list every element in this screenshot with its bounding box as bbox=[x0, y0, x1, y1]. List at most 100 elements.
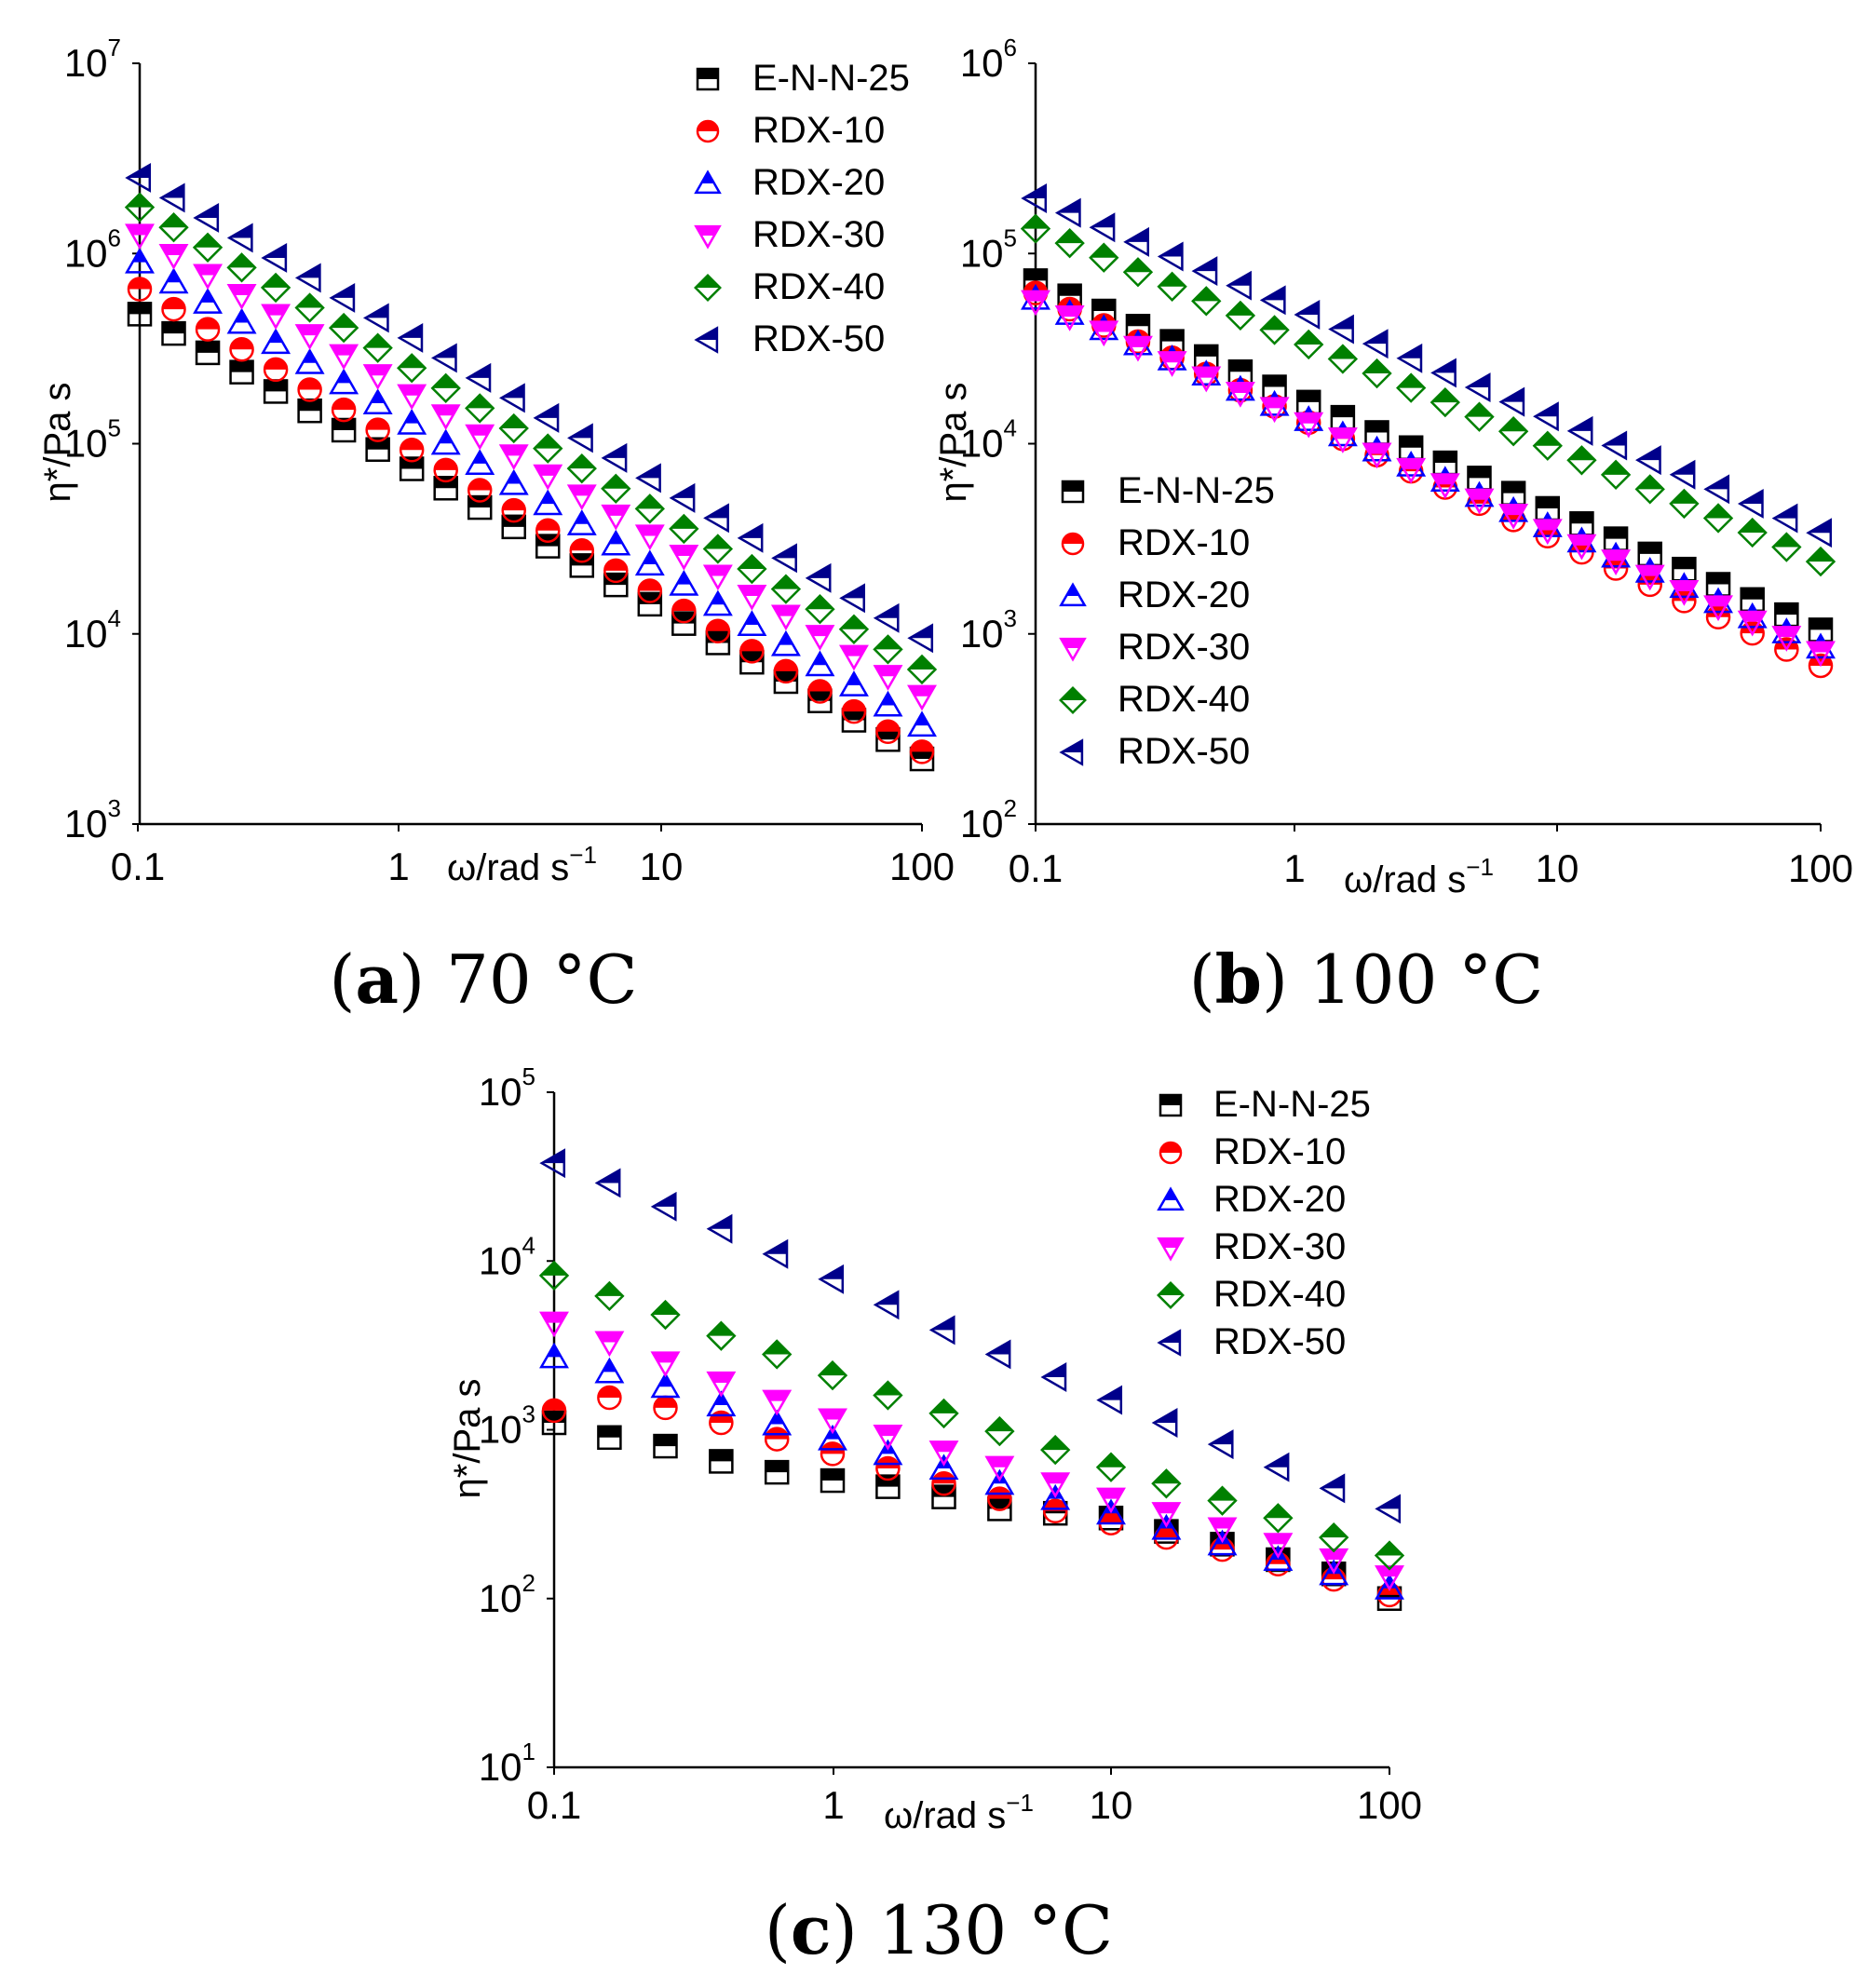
legend-marker bbox=[1157, 1281, 1185, 1309]
data-point bbox=[1702, 503, 1734, 534]
data-point bbox=[818, 1264, 845, 1294]
data-point bbox=[1362, 329, 1389, 359]
data-point bbox=[737, 610, 767, 636]
data-point bbox=[533, 402, 560, 433]
series-rdx-40 bbox=[1020, 213, 1836, 577]
y-tick-exp: 4 bbox=[108, 604, 121, 632]
data-point bbox=[195, 340, 221, 366]
data-point bbox=[161, 296, 186, 322]
data-point bbox=[805, 650, 835, 677]
data-point bbox=[263, 379, 289, 404]
legend-marker bbox=[694, 224, 722, 250]
data-point bbox=[294, 292, 325, 323]
y-tick-base: 10 bbox=[960, 422, 1004, 466]
data-point bbox=[1566, 415, 1593, 446]
data-point bbox=[762, 1409, 793, 1436]
data-point bbox=[124, 192, 156, 223]
data-point bbox=[430, 372, 461, 404]
series-e-n-n-25 bbox=[127, 302, 935, 772]
data-point bbox=[1672, 588, 1697, 614]
data-point bbox=[1207, 1485, 1238, 1516]
data-point bbox=[1040, 1472, 1071, 1498]
legend-label: RDX-20 bbox=[1118, 575, 1250, 615]
data-point bbox=[873, 1380, 903, 1411]
data-point bbox=[1319, 1522, 1349, 1553]
data-point bbox=[193, 288, 224, 314]
data-point bbox=[907, 710, 937, 737]
data-point bbox=[597, 1425, 622, 1451]
data-point bbox=[669, 544, 699, 571]
data-point bbox=[634, 494, 665, 524]
x-tick-label: 100 bbox=[1357, 1783, 1422, 1827]
data-point bbox=[637, 578, 663, 603]
y-tick-base: 10 bbox=[64, 612, 108, 656]
data-point bbox=[1157, 351, 1187, 377]
data-point bbox=[1396, 457, 1427, 484]
data-point bbox=[703, 503, 729, 534]
data-point bbox=[1020, 213, 1051, 244]
data-point bbox=[533, 433, 563, 464]
data-point bbox=[1669, 579, 1700, 606]
legend-marker bbox=[1159, 1141, 1183, 1165]
data-point bbox=[1430, 358, 1457, 388]
data-point bbox=[653, 1395, 678, 1421]
y-tick-label: 104 bbox=[479, 1231, 535, 1282]
data-point bbox=[1122, 335, 1153, 362]
data-point bbox=[805, 562, 832, 593]
data-point bbox=[539, 1148, 566, 1179]
data-point bbox=[634, 549, 665, 576]
data-point bbox=[566, 453, 597, 484]
data-point bbox=[705, 618, 731, 643]
data-point bbox=[1771, 532, 1802, 562]
legend-label: RDX-30 bbox=[752, 214, 885, 255]
legend-label: RDX-30 bbox=[1118, 627, 1250, 668]
data-point bbox=[1319, 1559, 1349, 1586]
data-point bbox=[669, 569, 699, 596]
legend-label: RDX-40 bbox=[752, 266, 885, 307]
data-point bbox=[1669, 459, 1696, 490]
data-point bbox=[805, 594, 835, 625]
data-point bbox=[1089, 242, 1119, 273]
y-tick-label: 101 bbox=[479, 1738, 535, 1789]
data-point bbox=[1021, 290, 1050, 317]
data-point bbox=[597, 1385, 622, 1411]
series-rdx-50 bbox=[1021, 183, 1833, 548]
y-tick-exp: 3 bbox=[522, 1400, 535, 1428]
y-tick-label: 103 bbox=[960, 604, 1017, 656]
data-point bbox=[1089, 320, 1119, 347]
data-point bbox=[498, 444, 529, 471]
data-point bbox=[1054, 228, 1085, 259]
data-point bbox=[601, 473, 631, 504]
data-point bbox=[1096, 1385, 1123, 1415]
legend-marker bbox=[1059, 686, 1087, 714]
legend-label: RDX-10 bbox=[752, 110, 885, 151]
y-tick-exp: 6 bbox=[108, 223, 121, 251]
x-tick-label: 0.1 bbox=[1009, 846, 1063, 890]
data-point bbox=[127, 302, 153, 327]
data-point bbox=[1207, 1517, 1238, 1544]
data-point bbox=[1157, 241, 1184, 272]
y-tick-base: 10 bbox=[64, 231, 108, 275]
data-point bbox=[762, 1339, 793, 1370]
data-point bbox=[261, 328, 291, 355]
data-point bbox=[261, 242, 288, 273]
data-point bbox=[1601, 430, 1628, 461]
data-point bbox=[1151, 1513, 1182, 1540]
data-point bbox=[430, 343, 457, 373]
data-point bbox=[1226, 270, 1252, 301]
x-tick-label: 100 bbox=[889, 845, 955, 888]
y-axis-label: η*/Pa s bbox=[37, 383, 78, 503]
data-point bbox=[928, 1440, 959, 1467]
data-point bbox=[1669, 488, 1700, 520]
data-point bbox=[739, 639, 765, 664]
legend-marker bbox=[696, 67, 720, 91]
data-point bbox=[362, 364, 393, 390]
y-tick-exp: 5 bbox=[522, 1062, 535, 1090]
data-point bbox=[770, 574, 802, 604]
data-point bbox=[737, 553, 767, 585]
panel-caption: (c) 130 °C bbox=[765, 1890, 1113, 1969]
data-point bbox=[873, 1425, 903, 1451]
